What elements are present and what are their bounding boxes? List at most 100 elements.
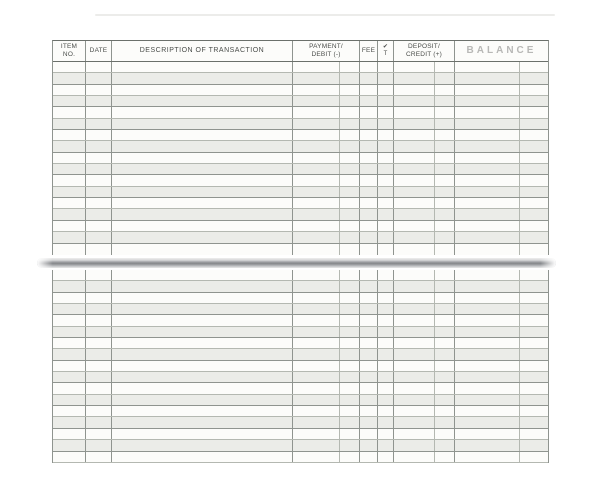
cell-deposit-credit	[394, 130, 435, 141]
cell-payment-cents	[340, 383, 360, 394]
register-row	[53, 349, 548, 361]
cell-deposit-cents	[435, 292, 455, 304]
cell-payment-cents	[340, 315, 360, 326]
cell-description	[112, 96, 293, 107]
cell-payment-debit	[293, 96, 340, 107]
cell-description	[112, 292, 293, 304]
cell-balance	[455, 73, 520, 84]
cell-fee	[360, 326, 378, 338]
cell-balance-cents	[520, 153, 548, 163]
cell-date	[86, 164, 112, 175]
cell-payment-cents	[340, 164, 360, 175]
cell-deposit-credit	[394, 164, 435, 175]
cell-item-no	[53, 281, 86, 292]
cell-payment-cents	[340, 281, 360, 292]
cell-fee	[360, 292, 378, 304]
cell-deposit-credit	[394, 372, 435, 383]
register-row	[53, 130, 548, 142]
cell-check-t	[378, 118, 394, 130]
register-rows-bottom	[53, 270, 548, 463]
cell-fee	[360, 394, 378, 406]
cell-payment-cents	[340, 406, 360, 417]
cell-date	[86, 73, 112, 84]
cell-balance	[455, 270, 520, 281]
cell-date	[86, 130, 112, 141]
cell-balance	[455, 383, 520, 394]
cell-balance-cents	[520, 440, 548, 450]
column-header-payment-debit: PAYMENT/ DEBIT (-)	[293, 41, 360, 61]
cell-check-t	[378, 243, 394, 255]
cell-item-no	[53, 349, 86, 360]
cell-check-t	[378, 428, 394, 440]
cell-deposit-cents	[435, 220, 455, 232]
cell-date	[86, 96, 112, 107]
cell-balance	[455, 338, 520, 349]
cell-deposit-cents	[435, 281, 455, 292]
cell-date	[86, 292, 112, 304]
cell-description	[112, 417, 293, 428]
cell-payment-cents	[340, 73, 360, 84]
cell-payment-debit	[293, 383, 340, 394]
cell-deposit-credit	[394, 270, 435, 281]
cell-date	[86, 141, 112, 152]
cell-balance	[455, 349, 520, 360]
cell-check-t	[378, 281, 394, 292]
register-row	[53, 428, 548, 441]
cell-balance-cents	[520, 141, 548, 151]
cell-fee	[360, 209, 378, 220]
column-header-balance: BALANCE	[455, 41, 548, 61]
cell-payment-debit	[293, 281, 340, 292]
cell-deposit-cents	[435, 152, 455, 164]
cell-deposit-cents	[435, 243, 455, 255]
cell-balance-cents	[520, 198, 548, 208]
cell-payment-debit	[293, 220, 340, 232]
cell-check-t	[378, 73, 394, 84]
cell-fee	[360, 349, 378, 360]
cell-description	[112, 62, 293, 73]
cell-payment-debit	[293, 372, 340, 383]
cell-fee	[360, 406, 378, 417]
cell-deposit-credit	[394, 417, 435, 428]
cell-balance-cents	[520, 327, 548, 337]
cell-description	[112, 428, 293, 440]
cell-check-t	[378, 141, 394, 152]
cell-date	[86, 428, 112, 440]
cell-payment-cents	[340, 186, 360, 198]
register-row	[53, 96, 548, 108]
cell-payment-cents	[340, 292, 360, 304]
cell-description	[112, 107, 293, 118]
register-row	[53, 209, 548, 221]
cell-deposit-credit	[394, 281, 435, 292]
cell-item-no	[53, 243, 86, 255]
register-row	[53, 164, 548, 176]
cell-item-no	[53, 372, 86, 383]
cell-fee	[360, 315, 378, 326]
cell-check-t	[378, 186, 394, 198]
cell-deposit-credit	[394, 315, 435, 326]
cell-deposit-credit	[394, 406, 435, 417]
cell-payment-cents	[340, 220, 360, 232]
cell-deposit-credit	[394, 107, 435, 118]
header-label: NO.	[62, 51, 76, 58]
cell-balance-cents	[520, 315, 548, 325]
cell-payment-cents	[340, 440, 360, 451]
register-row	[53, 372, 548, 384]
cell-payment-debit	[293, 270, 340, 281]
cell-payment-debit	[293, 326, 340, 338]
header-label: DEBIT (-)	[311, 51, 341, 58]
cell-deposit-credit	[394, 198, 435, 209]
cell-description	[112, 406, 293, 417]
cell-deposit-credit	[394, 220, 435, 232]
cell-item-no	[53, 141, 86, 152]
cell-deposit-cents	[435, 130, 455, 141]
cell-payment-debit	[293, 360, 340, 372]
cell-description	[112, 175, 293, 186]
cell-description	[112, 84, 293, 96]
cell-deposit-cents	[435, 406, 455, 417]
cell-balance	[455, 96, 520, 107]
cell-description	[112, 186, 293, 198]
cell-payment-cents	[340, 304, 360, 315]
cell-fee	[360, 96, 378, 107]
cell-payment-cents	[340, 451, 360, 462]
cell-balance	[455, 141, 520, 152]
